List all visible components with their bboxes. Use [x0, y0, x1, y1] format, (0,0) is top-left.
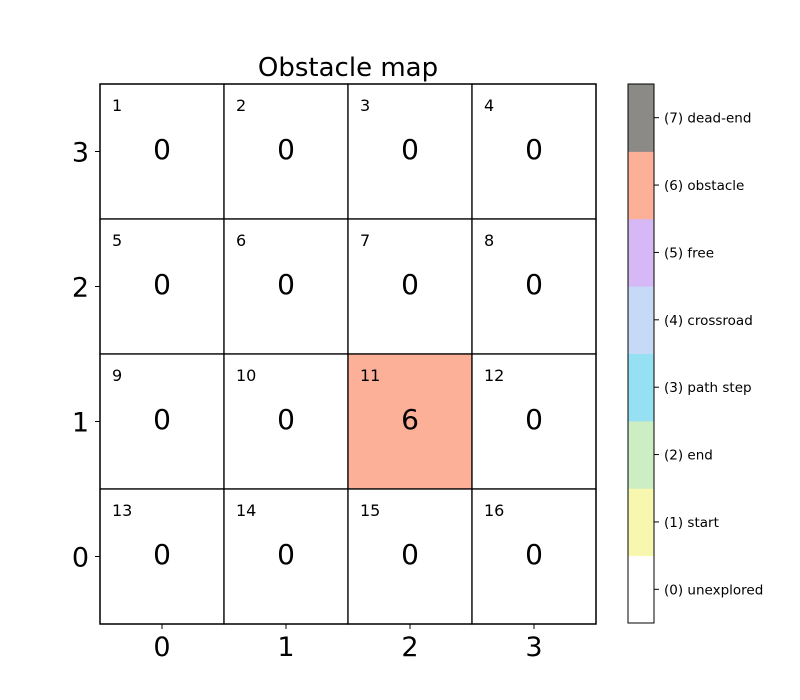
colorbar-tick-label: (0) unexplored: [664, 582, 763, 598]
colorbar: (0) unexplored (1) start (2) end (3) path s…: [627, 83, 763, 624]
heatmap-cell: [223, 488, 349, 625]
cell-value-label: 0: [277, 268, 295, 301]
cell-value-label: 0: [277, 133, 295, 166]
cell-value-label: 0: [153, 133, 171, 166]
colorbar-tick-label: (2) end: [664, 448, 713, 464]
cell-id-label: 12: [484, 366, 504, 385]
y-tick-label: 2: [72, 273, 89, 304]
cell-id-label: 11: [360, 366, 380, 385]
colorbar-tick-label: (4) crossroad: [664, 313, 753, 329]
colorbar-segment: [628, 420, 654, 489]
cell-id-label: 4: [484, 96, 494, 115]
colorbar-segment: [628, 218, 654, 287]
colorbar-tick-label: (6) obstacle: [664, 178, 744, 194]
cell-id-label: 15: [360, 501, 380, 520]
heatmap-cell: [471, 488, 597, 625]
x-tick-label: 2: [401, 632, 418, 663]
colorbar-tick-label: (5) free: [664, 245, 714, 261]
colorbar-frame: [627, 83, 655, 624]
chart-title: Obstacle map: [258, 53, 438, 83]
cell-value-label: 0: [525, 268, 543, 301]
heatmap-cell: [99, 83, 225, 220]
cell-value-label: 0: [525, 403, 543, 436]
cell-value-label: 0: [401, 133, 419, 166]
cell-value-label: 0: [153, 268, 171, 301]
y-tick-label: 1: [72, 408, 89, 439]
cell-value-label: 0: [525, 133, 543, 166]
heatmap-cell: [223, 353, 349, 490]
heatmap-cell: [471, 353, 597, 490]
cell-value-label: 0: [401, 268, 419, 301]
cell-id-label: 2: [236, 96, 246, 115]
cell-id-label: 7: [360, 231, 370, 250]
colorbar-segment: [628, 353, 654, 422]
cell-id-label: 13: [112, 501, 132, 520]
y-tick-label: 3: [72, 138, 89, 169]
heatmap-cell: [99, 218, 225, 355]
cell-id-label: 1: [112, 96, 122, 115]
x-tick-label: 0: [153, 632, 170, 663]
colorbar-segment: [628, 555, 654, 624]
colorbar-segment: [628, 151, 654, 220]
x-tick-label: 3: [525, 632, 542, 663]
cell-value-label: 0: [401, 538, 419, 571]
colorbar-tick-label: (3) path step: [664, 380, 752, 396]
cell-value-label: 0: [525, 538, 543, 571]
cell-value-label: 0: [277, 403, 295, 436]
heatmap-cell: [471, 218, 597, 355]
colorbar-segment: [628, 488, 654, 557]
cell-value-label: 0: [277, 538, 295, 571]
cell-id-label: 9: [112, 366, 122, 385]
cell-id-label: 6: [236, 231, 246, 250]
x-tick-label: 1: [277, 632, 294, 663]
y-tick-label: 0: [72, 543, 89, 574]
cell-id-label: 14: [236, 501, 256, 520]
heatmap-cell: [471, 83, 597, 220]
cell-id-label: 10: [236, 366, 256, 385]
cell-value-label: 0: [153, 538, 171, 571]
heatmap-cell: [347, 488, 473, 625]
cell-id-label: 8: [484, 231, 494, 250]
heatmap-cell: [223, 83, 349, 220]
colorbar-tick-label: (7) dead-end: [664, 111, 751, 127]
cell-id-label: 3: [360, 96, 370, 115]
heatmap-cell: [223, 218, 349, 355]
cell-id-label: 5: [112, 231, 122, 250]
heatmap-cell: [99, 488, 225, 625]
cell-value-label: 0: [153, 403, 171, 436]
colorbar-segment: [628, 286, 654, 354]
cell-id-label: 16: [484, 501, 504, 520]
cell-value-label: 6: [401, 403, 419, 436]
colorbar-segment: [628, 84, 654, 152]
colorbar-tick-label: (1) start: [664, 515, 719, 531]
plot-frame: [99, 83, 597, 625]
